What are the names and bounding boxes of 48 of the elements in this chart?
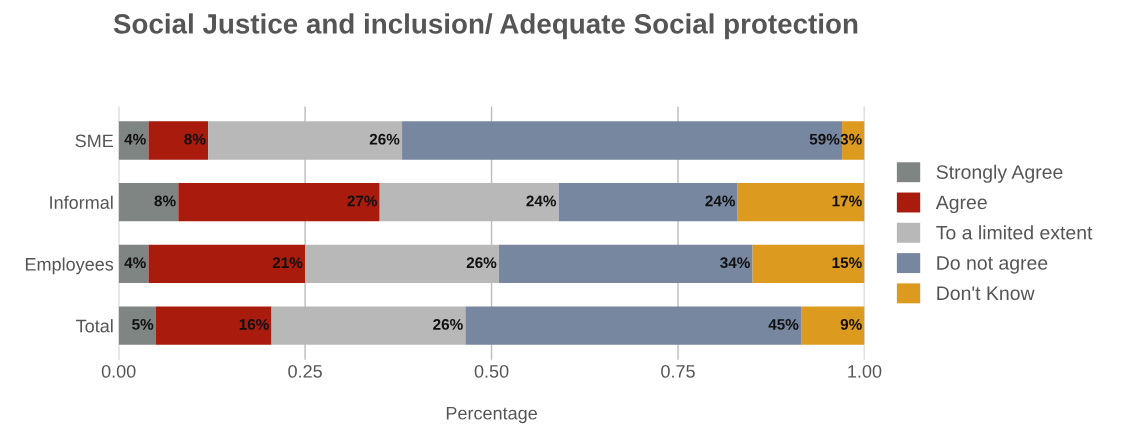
bar <box>148 121 209 160</box>
y-tick-label: Employees <box>25 257 114 275</box>
data-label: 5% <box>132 319 154 330</box>
x-axis-title: Percentage <box>446 407 537 424</box>
bar <box>558 183 738 222</box>
data-label: 26% <box>466 257 497 269</box>
bar <box>118 183 179 222</box>
legend-label: Agree <box>935 195 987 214</box>
legend-label: To a limited extent <box>936 225 1093 240</box>
x-tick-label: 1.00 <box>848 364 882 378</box>
data-label: 8% <box>184 133 206 145</box>
chart-title: Social Justice and inclusion/ Adequate Social protection <box>113 13 858 40</box>
data-label: 59% <box>809 133 840 145</box>
bar <box>118 306 156 345</box>
bar <box>155 306 272 345</box>
bar <box>752 244 865 284</box>
data-label: 24% <box>705 195 736 207</box>
data-label: 9% <box>840 318 862 330</box>
data-label: 45% <box>768 319 799 330</box>
bar <box>499 244 753 284</box>
data-label: 21% <box>272 257 303 269</box>
legend-label: Do not agree <box>937 256 1048 274</box>
x-tick-label: 0.50 <box>474 364 509 378</box>
data-label: 15% <box>832 257 862 269</box>
bar <box>465 306 802 345</box>
y-tick-label: SME <box>75 134 114 148</box>
data-label: 26% <box>433 318 463 330</box>
data-label: 24% <box>526 195 557 207</box>
data-label: 34% <box>720 257 750 269</box>
y-tick-label: Informal <box>50 195 113 209</box>
data-label: 16% <box>239 318 269 330</box>
bar <box>118 121 149 160</box>
bar <box>148 244 306 284</box>
x-tick-label: 0.75 <box>661 364 695 378</box>
x-tick-label: 0.00 <box>101 364 136 378</box>
legend-label: Don't Know <box>937 286 1035 301</box>
bar <box>801 306 865 345</box>
data-label: 4% <box>124 257 146 269</box>
data-label: 27% <box>347 195 378 207</box>
y-tick-label: Total <box>76 319 113 333</box>
data-label: 17% <box>832 195 862 207</box>
data-label: 4% <box>124 133 146 145</box>
data-label: 26% <box>369 133 400 145</box>
legend-label: Strongly Agree <box>936 164 1063 183</box>
bar <box>737 183 865 222</box>
bar <box>178 183 380 222</box>
x-tick-label: 0.25 <box>288 364 322 378</box>
data-label: 8% <box>154 195 176 207</box>
